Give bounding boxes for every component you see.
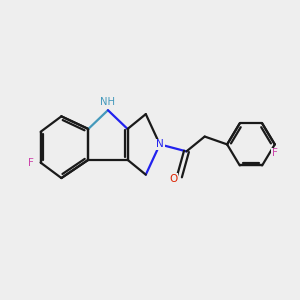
Text: F: F <box>272 148 278 158</box>
Text: F: F <box>28 158 34 168</box>
Text: NH: NH <box>100 97 116 107</box>
Text: N: N <box>156 140 164 149</box>
Text: O: O <box>169 174 177 184</box>
